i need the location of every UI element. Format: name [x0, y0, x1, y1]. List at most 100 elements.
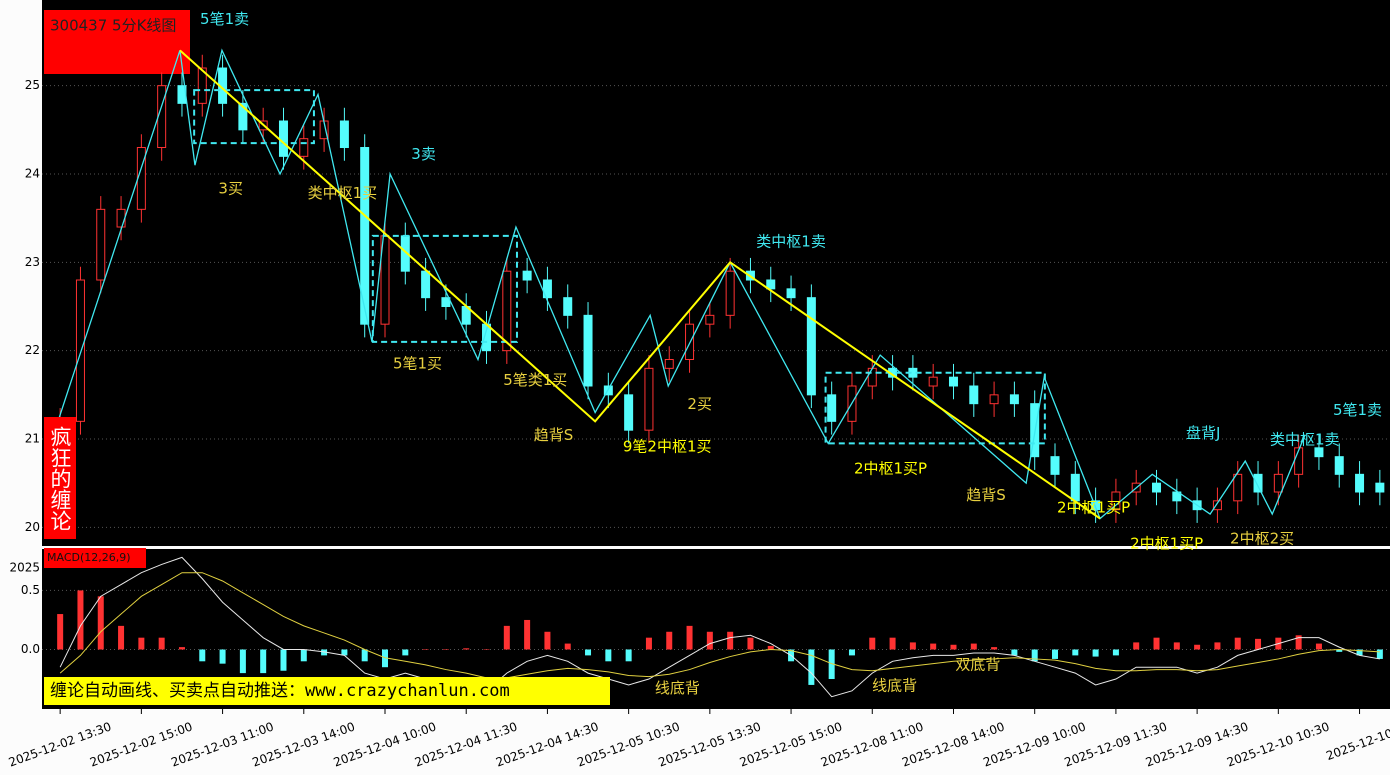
annotation: 2中枢1买P	[1130, 535, 1203, 553]
corner-label: 2025	[9, 561, 40, 575]
candle-body	[1233, 473, 1243, 502]
y-tick-label: 21	[25, 432, 40, 446]
macd-bar	[1072, 649, 1079, 656]
macd-bar	[1336, 649, 1343, 652]
macd-bar	[1052, 649, 1058, 659]
macd-bar	[1092, 649, 1099, 657]
macd-bar	[869, 637, 876, 650]
y-tick-label: 23	[25, 255, 40, 269]
y-tick-label: 25	[25, 78, 40, 92]
candle-body	[766, 279, 776, 290]
macd-bar	[1315, 643, 1322, 650]
annotation: 类中枢1买	[308, 184, 378, 202]
macd-bar	[1295, 635, 1302, 650]
candle-body	[969, 385, 979, 405]
macd-bar	[970, 643, 977, 650]
candle-body	[1111, 491, 1121, 511]
annotation: 线底背	[655, 679, 700, 697]
y-tick-label: 22	[25, 343, 40, 357]
macd-bar	[483, 649, 490, 650]
pivot-box	[371, 234, 518, 343]
macd-bar	[260, 649, 267, 674]
annotation: 2中枢1买P	[854, 460, 927, 478]
annotation: 3买	[218, 180, 243, 198]
macd-bar	[422, 649, 429, 650]
macd-bar	[1031, 649, 1038, 662]
chart-title: 300437 5分K线图	[50, 17, 176, 35]
candle-body	[948, 376, 958, 387]
annotation: 2买	[687, 395, 712, 413]
macd-bar	[361, 649, 368, 662]
macd-bar	[564, 643, 571, 650]
annotation: 趋背S	[534, 426, 574, 444]
annotation: 9笔2中枢1买	[623, 437, 712, 455]
macd-bar	[1133, 642, 1140, 650]
macd-bar	[199, 649, 206, 662]
annotation: 5笔1买	[393, 354, 442, 372]
macd-line	[59, 572, 1380, 679]
candle-body	[563, 297, 573, 316]
macd-bar	[848, 649, 855, 656]
macd-bar	[666, 631, 673, 650]
macd-bar	[727, 631, 734, 650]
candle-body	[928, 376, 938, 387]
macd-bar	[808, 649, 815, 685]
macd-bar	[239, 649, 246, 674]
candle-body	[806, 297, 816, 396]
candle-body	[624, 394, 634, 431]
macd-bar	[1356, 649, 1363, 656]
candle-body	[1050, 456, 1060, 475]
candle-body	[542, 279, 552, 299]
macd-bar	[1234, 637, 1241, 650]
side-label: 疯狂的缠论	[44, 417, 76, 539]
candle-body	[116, 208, 126, 228]
candle-body	[867, 367, 877, 387]
price-pane	[42, 0, 1390, 546]
macd-bar	[321, 649, 328, 656]
x-tick-label: 2025-12-10	[1324, 726, 1390, 763]
candle-body	[664, 359, 674, 369]
macd-bar	[747, 637, 754, 650]
candle-body	[136, 147, 146, 210]
macd-bar	[158, 637, 165, 650]
candle-body	[299, 138, 309, 157]
candle-body	[1375, 482, 1385, 493]
annotation: 类中枢1卖	[1270, 430, 1340, 448]
annotation: 盘背J	[1186, 424, 1220, 442]
macd-bar	[1153, 637, 1160, 650]
macd-bar	[706, 631, 713, 650]
candle-body	[725, 270, 735, 316]
macd-bar	[686, 625, 693, 650]
y-tick-label: 24	[25, 167, 40, 181]
macd-title: MACD(12,26,9)	[47, 551, 131, 564]
macd-bar	[645, 637, 652, 650]
annotation: 5笔1卖	[200, 10, 249, 28]
macd-bar	[300, 649, 307, 662]
macd-bar	[991, 647, 998, 650]
candle-body	[1253, 473, 1263, 493]
title-box	[44, 10, 190, 74]
candle-body	[1152, 482, 1162, 493]
macd-bar	[1376, 649, 1383, 659]
candle-body	[197, 67, 207, 104]
stroke-line	[54, 48, 1306, 520]
macd-bar	[280, 649, 287, 671]
macd-line	[59, 556, 1380, 698]
macd-bar	[178, 647, 185, 650]
candle-body	[1070, 473, 1080, 502]
macd-bar	[1255, 638, 1262, 650]
annotation: 5笔类1买	[503, 371, 567, 389]
candle-body	[989, 394, 999, 405]
candle-body	[1334, 456, 1344, 475]
candle-body	[1273, 473, 1283, 493]
macd-bar	[382, 649, 388, 668]
candle-body	[441, 297, 451, 308]
candle-body	[827, 394, 837, 422]
macd-bar	[219, 649, 226, 664]
candle-body	[360, 147, 370, 325]
y-tick-label: 0.5	[21, 583, 40, 597]
macd-bar	[1011, 649, 1018, 656]
candle-body	[339, 120, 349, 149]
macd-bar	[828, 649, 835, 680]
